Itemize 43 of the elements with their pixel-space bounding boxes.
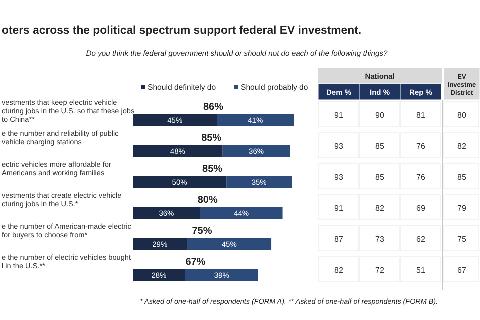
chart-title: oters across the political spectrum support federal EV investment. [2,25,362,37]
data-label: 80 [458,111,467,120]
data-label: 67 [458,266,467,275]
bar [222,145,290,157]
total-label: 86% [203,102,224,113]
data-label: 93 [334,142,344,151]
data-label: 87 [334,235,344,244]
data-label: 85 [376,142,385,151]
data-label: 62 [416,235,426,244]
total-label: 75% [192,226,212,237]
data-label: 76 [416,142,426,151]
total-label: 85% [202,133,222,144]
bar [187,238,272,250]
data-label: 69 [416,204,426,213]
data-label: 76 [416,173,426,182]
data-label: 90 [376,111,385,120]
data-label: 75 [458,235,467,244]
bar [133,176,227,188]
data-label: 85 [376,173,385,182]
data-label: 82 [458,142,467,151]
data-label: 82 [334,266,344,275]
bar [133,145,223,157]
data-label: 85 [458,173,467,182]
bar [133,207,200,219]
data-label: 82 [376,204,385,213]
bar [133,114,218,126]
data-label: 73 [376,235,385,244]
data-label: 91 [334,111,344,120]
data-label: 93 [334,173,344,182]
bar [133,269,186,281]
total-label: 67% [186,257,206,268]
total-label: 80% [198,195,218,206]
bar [200,207,283,219]
data-label: 91 [334,204,344,213]
data-label: 79 [458,204,467,213]
bar [217,114,294,126]
data-label: 81 [416,111,426,120]
data-label: 72 [376,266,385,275]
bar [226,176,292,188]
total-label: 85% [202,164,223,175]
data-label: 51 [416,266,426,275]
bar [133,238,188,250]
bar [185,269,258,281]
